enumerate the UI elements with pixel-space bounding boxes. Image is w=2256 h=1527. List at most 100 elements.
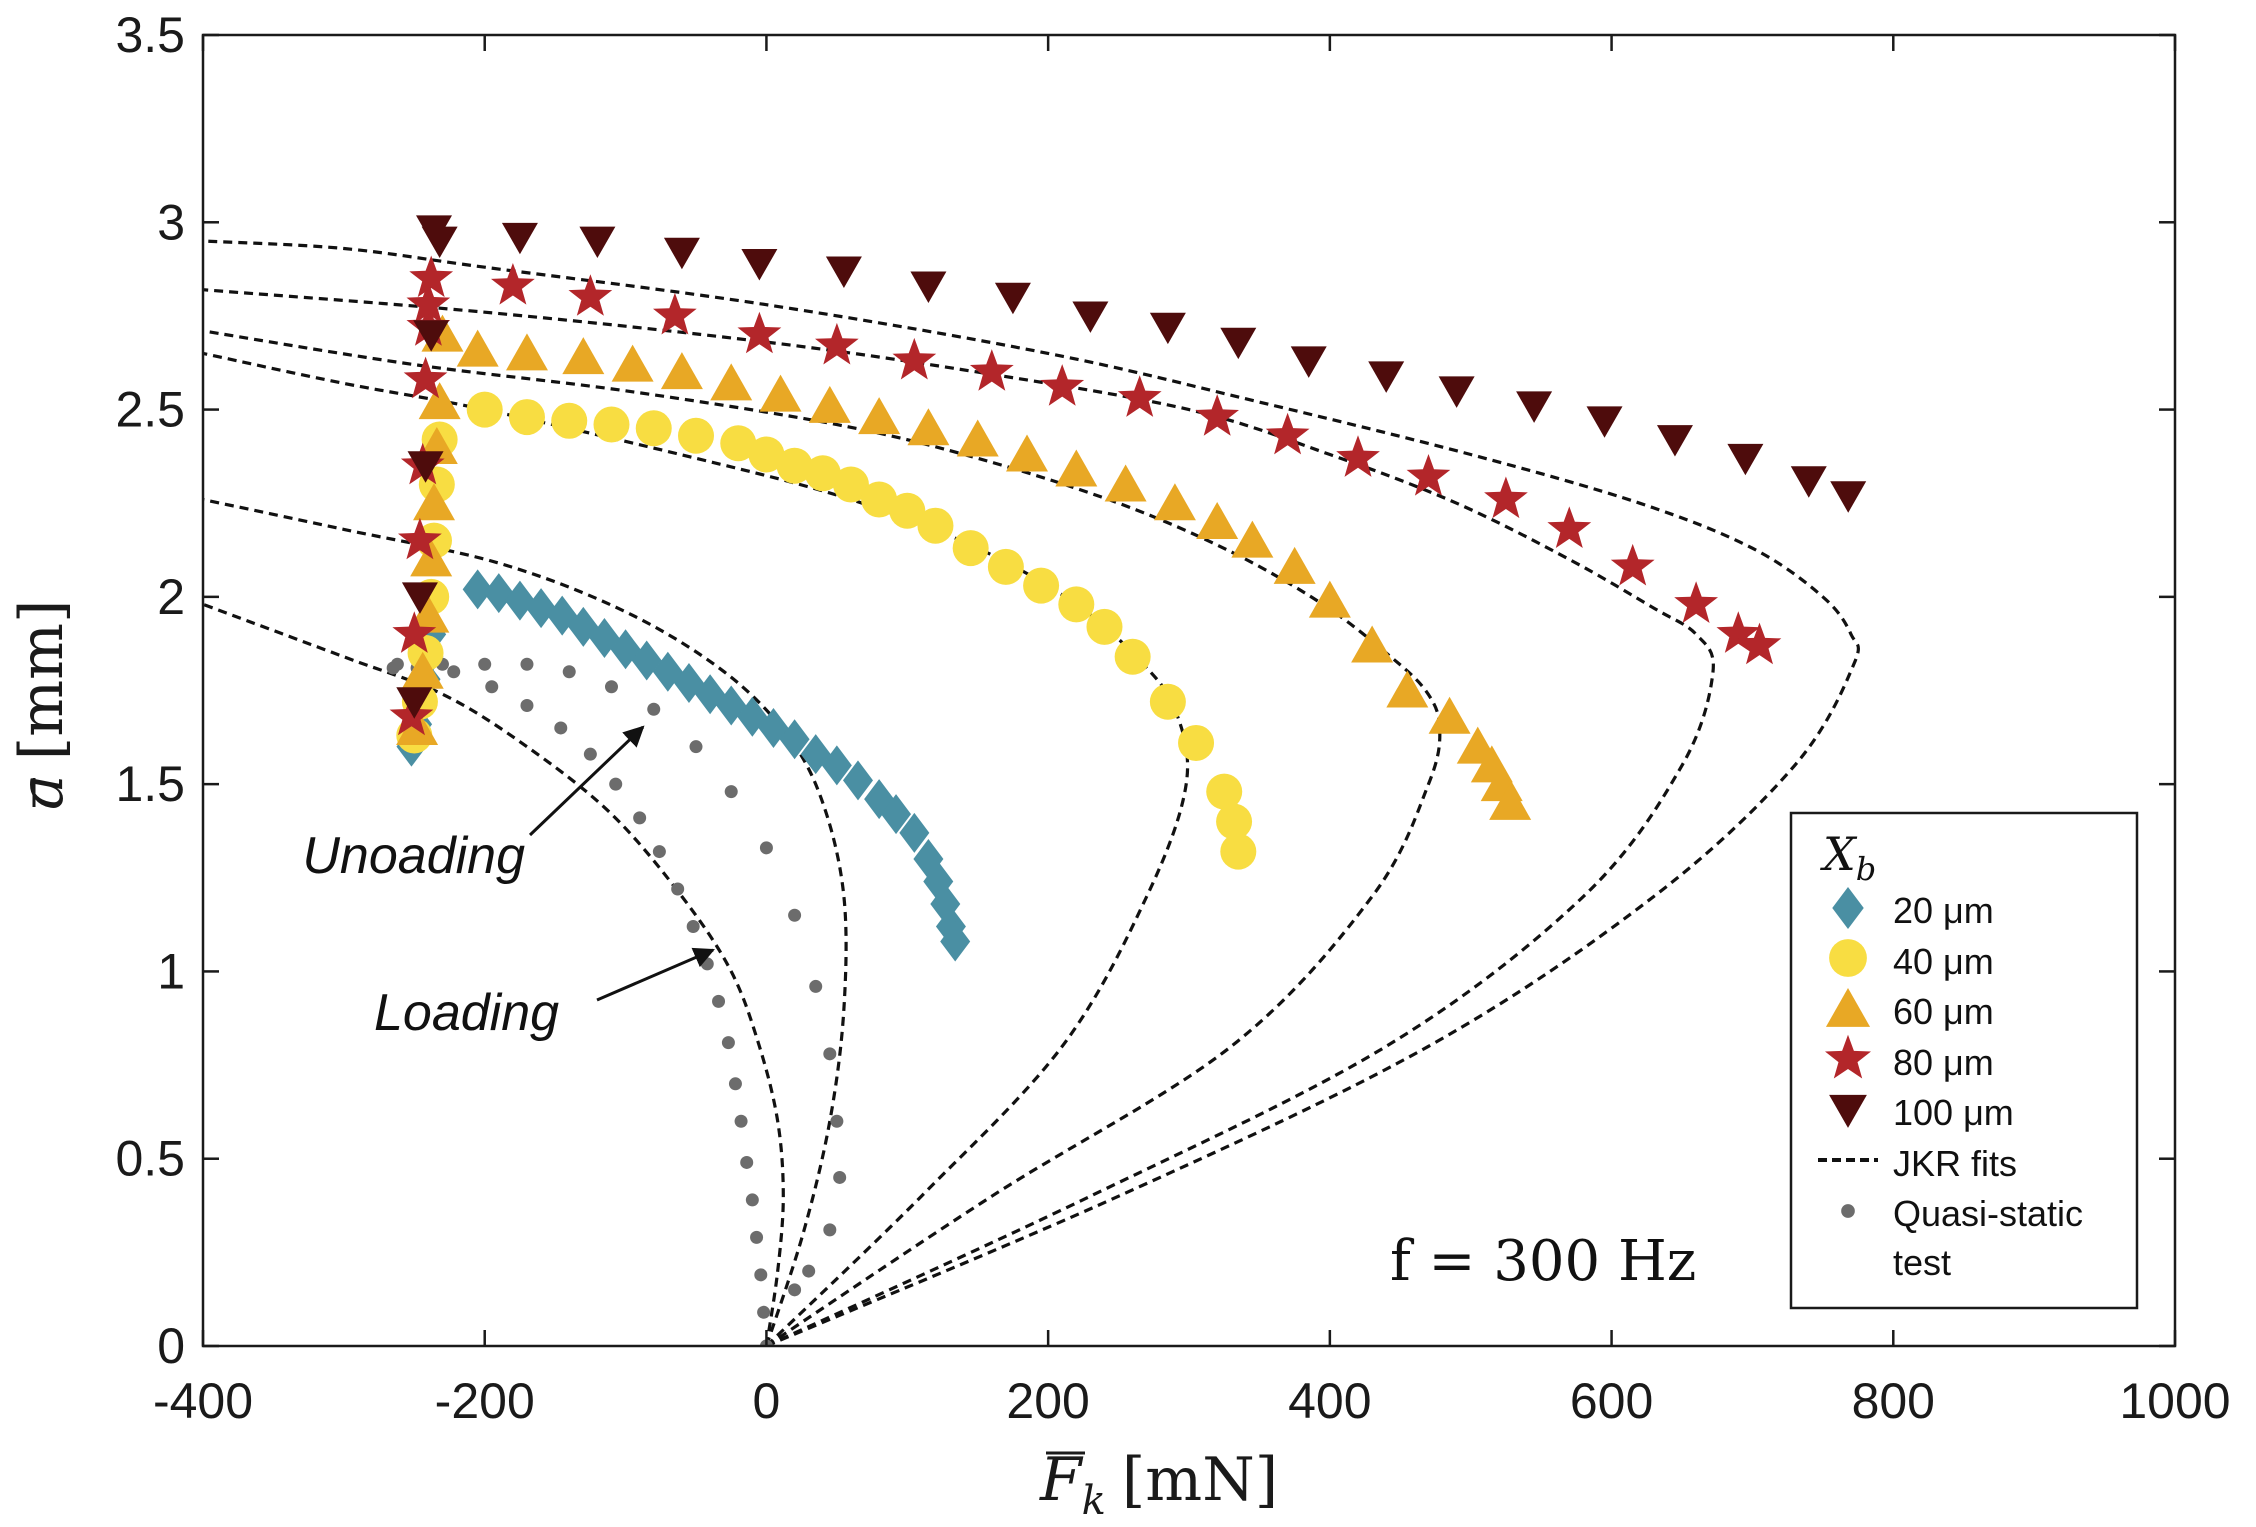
- legend-marker: [1832, 887, 1864, 929]
- data-point: [554, 721, 568, 735]
- data-point: [520, 698, 534, 712]
- data-point: [881, 794, 912, 835]
- legend-label: 80 μm: [1893, 1042, 1994, 1083]
- data-point: [815, 322, 859, 365]
- series-dot: [386, 657, 847, 1346]
- data-point: [568, 274, 613, 316]
- data-point: [1438, 376, 1475, 408]
- data-point: [1055, 449, 1098, 487]
- data-point: [754, 1268, 768, 1282]
- data-point: [1072, 301, 1109, 333]
- data-point: [910, 271, 947, 303]
- data-point: [689, 740, 703, 754]
- data-point: [823, 1047, 837, 1061]
- data-point: [456, 329, 499, 367]
- data-point: [1104, 464, 1147, 502]
- data-point: [1308, 580, 1351, 618]
- data-point: [462, 569, 493, 610]
- data-point: [551, 402, 588, 439]
- series-triangle-down: [396, 215, 1867, 719]
- data-point: [833, 1170, 847, 1184]
- data-point: [861, 481, 898, 518]
- loading-label: Loading: [374, 984, 559, 1042]
- legend-label-line2: test: [1893, 1242, 1951, 1283]
- y-tick-label: 0: [157, 1318, 185, 1374]
- x-tick-label: 1000: [2119, 1373, 2230, 1429]
- x-tick-label: -400: [153, 1373, 253, 1429]
- data-point: [899, 812, 930, 853]
- data-point: [1040, 364, 1085, 406]
- data-point: [1368, 361, 1405, 393]
- series-star: [389, 255, 1782, 736]
- data-point: [406, 281, 451, 324]
- data-point: [748, 436, 785, 473]
- data-point: [1656, 425, 1693, 457]
- y-tick-label: 2: [157, 569, 185, 625]
- data-point: [1790, 466, 1827, 498]
- data-points: [386, 215, 1867, 1346]
- legend: Xb 20 μm 40 μm 60 μm 80 μm 100 μm JKR fi…: [1789, 811, 2139, 1310]
- data-point: [483, 573, 514, 614]
- unloading-arrow: [528, 725, 645, 837]
- data-point: [1351, 625, 1394, 663]
- data-point: [660, 352, 703, 390]
- data-point: [788, 1283, 802, 1297]
- y-tick-label: 3: [157, 194, 185, 250]
- legend-label: 100 μm: [1893, 1092, 2014, 1133]
- data-point: [1547, 506, 1592, 548]
- legend-label: 40 μm: [1893, 941, 1994, 982]
- data-point: [1610, 543, 1655, 586]
- data-point: [671, 882, 685, 896]
- data-point: [418, 382, 461, 420]
- x-tick-label: 800: [1852, 1373, 1935, 1429]
- data-point: [390, 657, 404, 671]
- y-label-main: a: [7, 774, 77, 810]
- data-point: [504, 580, 535, 621]
- data-point: [1196, 501, 1239, 539]
- data-point: [562, 665, 576, 679]
- data-point: [633, 811, 647, 825]
- x-tick-label: 400: [1288, 1373, 1371, 1429]
- data-point: [421, 226, 458, 259]
- legend-marker: [1829, 1094, 1867, 1128]
- data-point: [740, 1155, 754, 1169]
- data-point: [1273, 546, 1316, 584]
- x-label-sub: k: [1082, 1478, 1106, 1524]
- data-point: [392, 611, 437, 653]
- data-point: [647, 702, 661, 716]
- data-point: [401, 582, 438, 614]
- legend-marker: [1841, 1204, 1855, 1218]
- legend-marker: [1825, 988, 1871, 1027]
- loading-arrow: [596, 947, 715, 1002]
- data-point: [1386, 670, 1429, 708]
- data-point: [520, 657, 534, 671]
- data-point: [809, 979, 823, 993]
- data-point: [678, 417, 714, 454]
- data-point: [741, 249, 778, 281]
- legend-label: 20 μm: [1893, 890, 1994, 931]
- data-point: [1006, 434, 1049, 472]
- data-point: [635, 410, 672, 447]
- data-point: [501, 222, 538, 255]
- data-point: [1737, 622, 1782, 665]
- data-point: [830, 1114, 844, 1128]
- data-point: [823, 1223, 837, 1237]
- jkr-fit-line: [203, 239, 1861, 1346]
- data-point: [1117, 375, 1162, 417]
- data-point: [952, 530, 989, 567]
- x-tick-label: 0: [753, 1373, 781, 1429]
- data-point: [1231, 520, 1274, 558]
- data-point: [413, 483, 456, 521]
- data-point: [892, 337, 937, 380]
- data-point: [808, 385, 851, 423]
- data-point: [1428, 696, 1471, 734]
- data-point: [757, 1305, 771, 1319]
- unloading-annotation: Unoading: [302, 725, 645, 885]
- frequency-label: f = 300 Hz: [1390, 1229, 1696, 1294]
- data-point: [802, 1264, 816, 1278]
- data-point: [1674, 581, 1718, 623]
- data-point: [994, 282, 1031, 315]
- data-point: [821, 745, 852, 786]
- y-tick-label: 0.5: [115, 1131, 185, 1187]
